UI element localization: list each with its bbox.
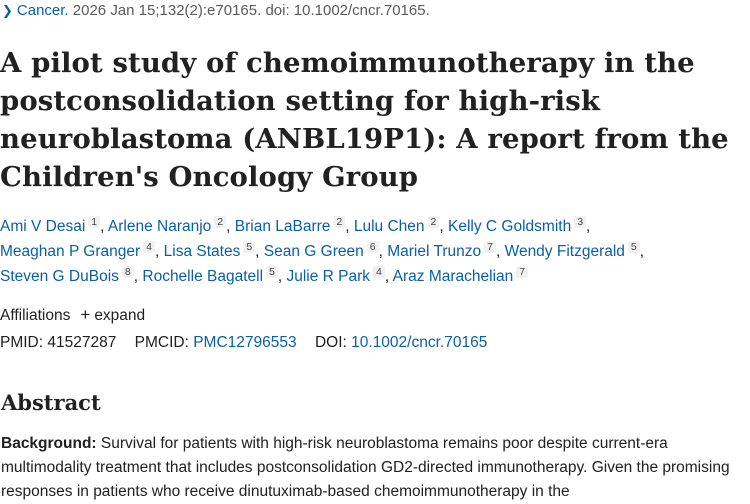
affiliation-number[interactable]: 7 [484, 241, 496, 253]
doi-label: DOI: [314, 334, 347, 351]
affiliation-number[interactable]: 8 [121, 266, 134, 278]
author-entry: Brian LaBarre 2 [234, 216, 346, 235]
background-text: Survival for patients with high-risk neu… [1, 435, 730, 500]
citation-details: 2026 Jan 15;132(2):e70165. doi: 10.1002/… [72, 2, 430, 19]
author-link[interactable]: Lisa States [163, 243, 241, 260]
author-link[interactable]: Ami V Desai [0, 218, 86, 235]
pmcid-label: PMCID: [134, 334, 189, 351]
author-link[interactable]: Arlene Naranjo [107, 218, 212, 235]
affiliation-number[interactable]: 2 [214, 216, 227, 228]
author-link[interactable]: Steven G DuBois [0, 268, 119, 285]
author-entry: Rochelle Bagatell 5 [142, 266, 278, 285]
affiliation-number[interactable]: 4 [373, 266, 385, 278]
author-entry: Araz Marachelian 7 [392, 266, 529, 285]
author-entry: Sean G Green 6 [263, 241, 379, 260]
article-identifiers: PMID: 41527287 PMCID: PMC12796553 DOI: 1… [0, 334, 487, 352]
affiliation-number[interactable]: 4 [143, 241, 156, 253]
affiliation-number[interactable]: 7 [516, 266, 529, 278]
journal-link[interactable]: Cancer. [16, 2, 69, 19]
author-entry: Wendy Fitzgerald 5 [504, 241, 640, 260]
affiliation-number[interactable]: 5 [627, 241, 640, 253]
article-title: A pilot study of chemoimmunotherapy in t… [0, 47, 729, 193]
pmid-value: 41527287 [47, 334, 117, 351]
expand-affiliations-button[interactable]: expand [94, 307, 146, 324]
pmid-label: PMID: [0, 334, 44, 351]
author-link[interactable]: Araz Marachelian [392, 268, 514, 285]
affiliation-number[interactable]: 3 [574, 216, 587, 228]
author-entry: Julie R Park 4 [286, 266, 385, 285]
affiliation-number[interactable]: 2 [427, 216, 440, 228]
background-label: Background: [1, 435, 97, 452]
author-link[interactable]: Lulu Chen [353, 218, 425, 235]
affiliations-row: Affiliations + expand [0, 305, 145, 325]
author-list: Ami V Desai 1, Arlene Naranjo 2, Brian LaB… [0, 216, 645, 285]
author-link[interactable]: Meaghan P Granger [0, 243, 141, 260]
author-entry: Lisa States 5 [163, 241, 256, 260]
author-entry: Kelly C Goldsmith 3 [448, 216, 587, 235]
author-link[interactable]: Rochelle Bagatell [142, 268, 264, 285]
author-link[interactable]: Sean G Green [263, 243, 364, 260]
author-entry: Mariel Trunzo 7 [387, 241, 496, 260]
affiliation-number[interactable]: 2 [333, 216, 346, 228]
chevron-right-icon: ❯ [2, 3, 13, 18]
affiliations-label: Affiliations [0, 307, 71, 324]
abstract-background: Background: Survival for patients with h… [1, 432, 741, 504]
affiliation-number[interactable]: 5 [266, 266, 278, 278]
author-link[interactable]: Kelly C Goldsmith [448, 218, 572, 235]
author-link[interactable]: Wendy Fitzgerald [504, 243, 625, 260]
author-link[interactable]: Brian LaBarre [234, 218, 331, 235]
plus-icon[interactable]: + [80, 305, 91, 324]
author-entry: Meaghan P Granger 4 [0, 241, 156, 260]
affiliation-number[interactable]: 1 [88, 216, 101, 228]
affiliation-number[interactable]: 5 [243, 241, 256, 253]
doi-link[interactable]: 10.1002/cncr.70165 [351, 334, 488, 351]
author-entry: Arlene Naranjo 2 [107, 216, 227, 235]
author-entry: Ami V Desai 1 [0, 216, 101, 235]
author-link[interactable]: Julie R Park [286, 268, 371, 285]
author-link[interactable]: Mariel Trunzo [387, 243, 482, 260]
journal-citation: ❯ Cancer. 2026 Jan 15;132(2):e70165. doi:… [2, 2, 430, 19]
affiliation-number[interactable]: 6 [366, 241, 379, 253]
author-entry: Steven G DuBois 8 [0, 266, 134, 285]
pmcid-link[interactable]: PMC12796553 [193, 334, 297, 351]
abstract-heading: Abstract [1, 390, 101, 415]
author-entry: Lulu Chen 2 [353, 216, 440, 235]
